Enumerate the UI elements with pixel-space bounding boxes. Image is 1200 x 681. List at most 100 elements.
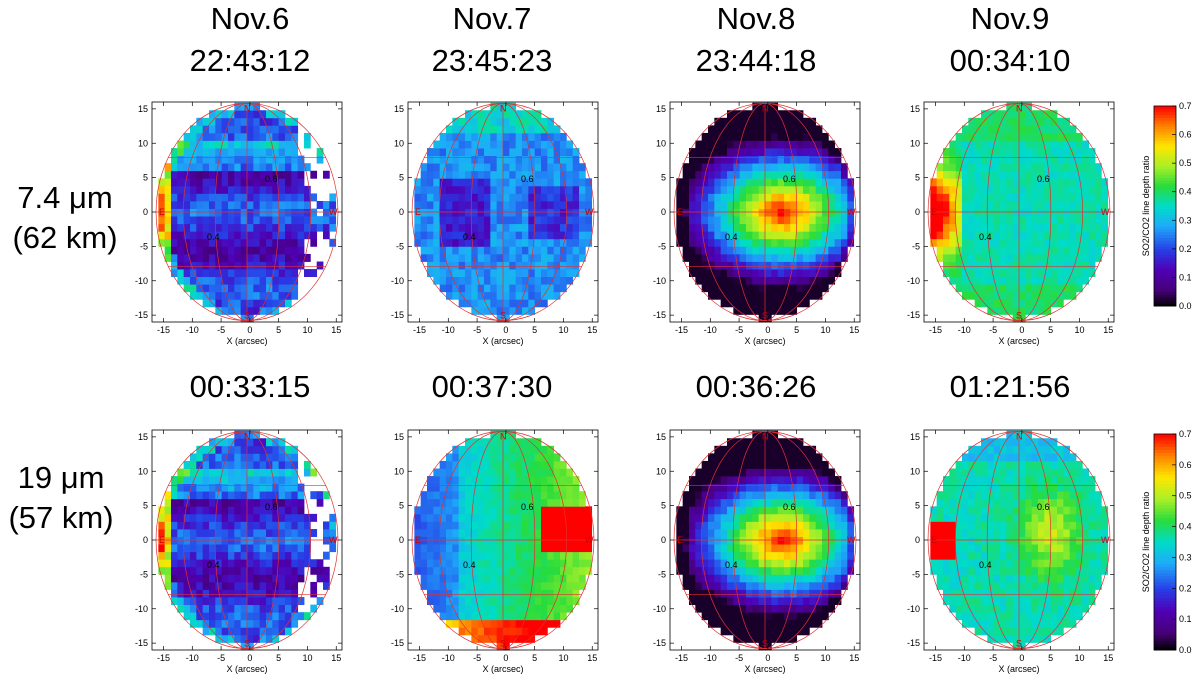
heatmap-cell xyxy=(515,627,523,636)
heatmap-cell xyxy=(828,476,836,485)
heatmap-cell xyxy=(1095,253,1102,262)
heatmap-cell xyxy=(739,581,747,590)
heatmap-cell xyxy=(790,468,798,477)
heatmap-cell xyxy=(560,491,567,500)
heatmap-cell xyxy=(484,529,491,537)
heatmap-cell xyxy=(943,491,950,500)
heatmap-cell xyxy=(272,284,280,293)
heatmap-cell xyxy=(247,246,254,255)
heatmap-cell xyxy=(329,513,337,522)
heatmap-cell xyxy=(828,193,836,202)
heatmap-cell xyxy=(228,201,235,209)
heatmap-cell xyxy=(234,551,242,560)
heatmap-cell xyxy=(955,193,963,202)
heatmap-cell xyxy=(304,544,311,553)
heatmap-cell xyxy=(752,476,760,485)
heatmap-cell xyxy=(1019,306,1026,315)
compass-east: E xyxy=(415,535,421,545)
heatmap-cell xyxy=(471,178,479,187)
heatmap-cell xyxy=(420,498,428,507)
heatmap-cell xyxy=(164,201,172,209)
heatmap-cell xyxy=(158,178,166,187)
heatmap-cell xyxy=(503,438,510,447)
heatmap-cell xyxy=(771,269,779,278)
heatmap-cell xyxy=(708,178,715,187)
heatmap-cell xyxy=(585,185,593,194)
heatmap-cell xyxy=(566,216,574,225)
heatmap-cell xyxy=(1012,163,1020,172)
heatmap-cell xyxy=(420,216,428,225)
heatmap-cell xyxy=(695,185,703,194)
heatmap-cell xyxy=(547,284,555,293)
heatmap-cell xyxy=(503,453,510,462)
heatmap-cell xyxy=(809,269,817,278)
heatmap-cell xyxy=(427,513,434,522)
heatmap-cell xyxy=(784,223,791,232)
heatmap-cell xyxy=(771,634,779,643)
heatmap-cell xyxy=(272,536,280,545)
heatmap-cell xyxy=(228,581,235,590)
heatmap-cell xyxy=(727,529,734,537)
heatmap-cell xyxy=(1088,148,1096,157)
heatmap-cell xyxy=(234,223,242,232)
heatmap-cell xyxy=(560,536,567,545)
heatmap-cell xyxy=(993,498,1001,507)
heatmap-cell xyxy=(714,559,722,568)
heatmap-cell xyxy=(427,238,434,247)
heatmap-cell xyxy=(266,604,273,613)
heatmap-cell xyxy=(695,178,703,187)
y-tick-label: -15 xyxy=(391,310,404,320)
heatmap-cell xyxy=(228,253,235,262)
heatmap-cell xyxy=(471,223,479,232)
heatmap-cell xyxy=(171,476,178,485)
heatmap-cell xyxy=(297,193,305,202)
heatmap-cell xyxy=(164,491,172,500)
heatmap-cell xyxy=(465,460,472,469)
heatmap-cell xyxy=(746,460,753,469)
heatmap-cell xyxy=(974,201,982,209)
heatmap-cell xyxy=(796,521,804,530)
heatmap-cell xyxy=(266,178,273,187)
heatmap-cell xyxy=(777,238,785,247)
heatmap-cell xyxy=(221,306,229,315)
heatmap-cell xyxy=(190,597,197,606)
heatmap-cell xyxy=(1019,170,1026,179)
heatmap-cell xyxy=(790,498,798,507)
heatmap-cell xyxy=(240,581,248,590)
heatmap-cell xyxy=(414,193,422,202)
heatmap-cell xyxy=(1063,178,1071,187)
heatmap-cell xyxy=(266,132,273,141)
heatmap-cell xyxy=(987,506,995,515)
heatmap-cell xyxy=(496,559,504,568)
heatmap-cell xyxy=(304,201,311,209)
compass-east: E xyxy=(159,207,165,217)
heatmap-cell xyxy=(834,536,842,545)
heatmap-cell xyxy=(503,559,510,568)
heatmap-cell xyxy=(585,551,593,560)
heatmap-cell xyxy=(496,201,504,209)
heatmap-cell xyxy=(272,460,280,469)
heatmap-cell xyxy=(585,529,593,537)
heatmap-cell xyxy=(1057,193,1064,202)
heatmap-cell xyxy=(553,163,561,172)
heatmap-cell xyxy=(572,170,580,179)
heatmap-cell xyxy=(177,170,185,179)
heatmap-cell xyxy=(446,483,453,492)
heatmap-cell xyxy=(215,604,223,613)
heatmap-cell xyxy=(547,163,555,172)
heatmap-cell xyxy=(177,498,185,507)
heatmap-cell xyxy=(490,132,498,141)
heatmap-cell xyxy=(291,506,299,515)
heatmap-cell xyxy=(259,566,267,575)
heatmap-cell xyxy=(974,544,982,553)
heatmap-cell xyxy=(528,498,536,507)
heatmap-cell xyxy=(955,261,963,270)
heatmap-cell xyxy=(943,178,950,187)
heatmap-cell xyxy=(790,299,798,308)
heatmap-cell xyxy=(528,291,536,300)
heatmap-cell xyxy=(1031,185,1039,194)
heatmap-cell xyxy=(190,291,197,300)
heatmap-cell xyxy=(221,193,229,202)
heatmap-cell xyxy=(777,460,785,469)
heatmap-cell xyxy=(496,163,504,172)
